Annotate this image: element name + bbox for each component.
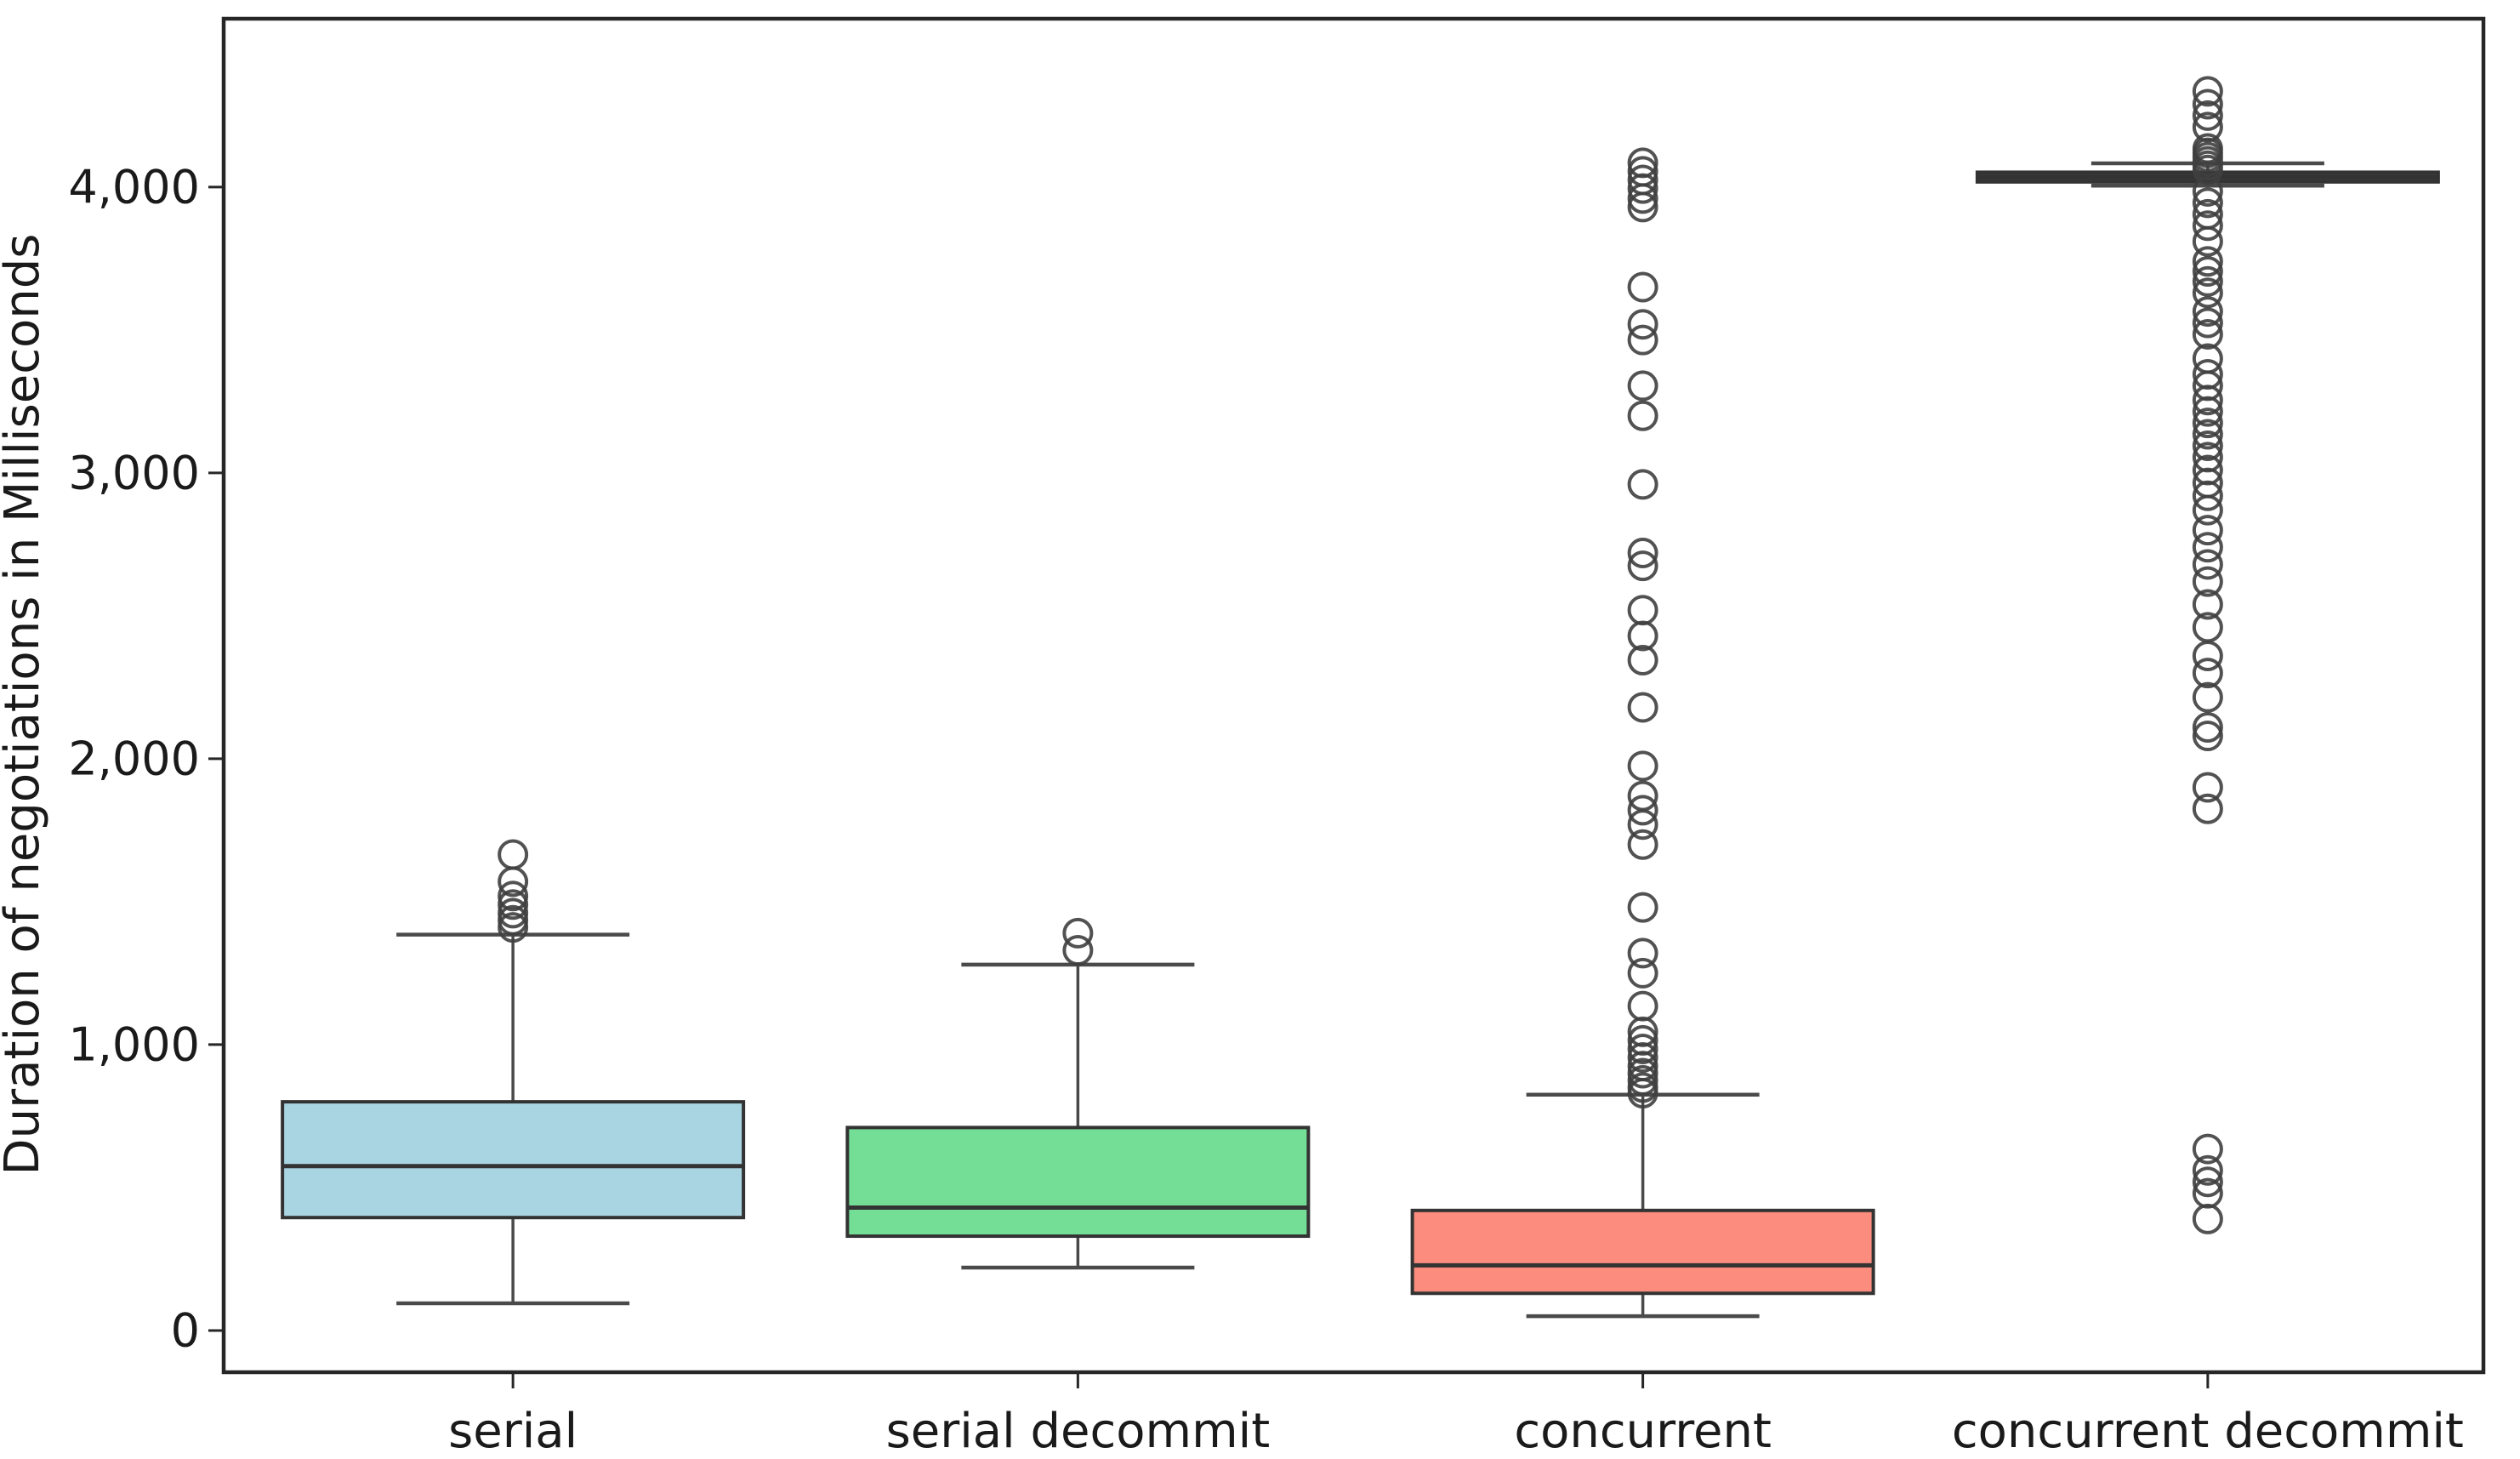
outlier-point — [1627, 1033, 1658, 1064]
outlier-point — [2192, 358, 2223, 390]
y-tick-label: 2,000 — [68, 732, 200, 785]
boxplot-serial-decommit — [845, 917, 1311, 1270]
outlier-point — [2192, 1203, 2223, 1234]
outlier-point — [1627, 1072, 1658, 1103]
y-tick-label: 4,000 — [68, 160, 200, 214]
outlier-point — [1062, 935, 1094, 966]
outlier-point — [2192, 442, 2223, 473]
outlier-point — [498, 839, 529, 870]
outlier-point — [498, 904, 529, 936]
outlier-point — [2192, 187, 2223, 219]
outlier-point — [2192, 589, 2223, 620]
outlier-point — [1627, 938, 1658, 969]
x-tick-label: serial decommit — [886, 1404, 1271, 1459]
outlier-point — [1627, 324, 1658, 356]
outlier-point — [2192, 640, 2223, 671]
outlier-point — [1627, 1064, 1658, 1096]
outlier-point — [2192, 1177, 2223, 1209]
outlier-point — [2192, 515, 2223, 546]
outlier-point — [2192, 76, 2223, 107]
outlier-point — [498, 912, 529, 943]
outlier-point — [2192, 296, 2223, 328]
outlier-point — [2192, 532, 2223, 563]
x-tick-label: concurrent — [1514, 1404, 1772, 1459]
outlier-point — [2192, 265, 2223, 297]
outlier-point — [1627, 550, 1658, 582]
outlier-point — [2192, 1166, 2223, 1198]
outlier-point — [2192, 343, 2223, 374]
outlier-point — [2192, 133, 2223, 164]
outlier-point — [1627, 400, 1658, 431]
outlier-point — [2192, 721, 2223, 752]
x-tick-label: serial — [448, 1404, 577, 1459]
outlier-point — [1627, 1057, 1658, 1089]
outlier-point — [2192, 407, 2223, 439]
outlier-point — [1627, 892, 1658, 923]
y-tick-label: 0 — [171, 1303, 200, 1357]
outlier-point — [2192, 1154, 2223, 1186]
outlier-point — [1627, 469, 1658, 500]
outlier-point — [2192, 711, 2223, 743]
boxplot-concurrent-decommit — [1975, 76, 2440, 1234]
outlier-point — [1627, 795, 1658, 826]
outlier-point — [498, 881, 529, 912]
outlier-point — [2192, 246, 2223, 277]
outlier-point — [2192, 549, 2223, 580]
outlier-point — [1627, 692, 1658, 723]
iqr-box — [845, 1126, 1311, 1239]
outlier-point — [1627, 829, 1658, 860]
outlier-point — [1627, 645, 1658, 676]
outlier-point — [1627, 156, 1658, 187]
outlier-point — [2192, 210, 2223, 242]
outlier-point — [2192, 111, 2223, 143]
iqr-box — [281, 1100, 746, 1220]
outlier-point — [1627, 309, 1658, 340]
outlier-point — [2192, 772, 2223, 803]
plot-frame — [221, 16, 2486, 1375]
outlier-point — [2192, 681, 2223, 713]
iqr-box — [1410, 1208, 1875, 1296]
outlier-point — [2192, 277, 2223, 309]
y-tick-label: 1,000 — [68, 1017, 200, 1071]
outlier-point — [498, 898, 529, 929]
outlier-point — [2192, 793, 2223, 824]
outlier-point — [1627, 780, 1658, 812]
x-tick-label: concurrent decommit — [1952, 1404, 2464, 1459]
outlier-point — [1627, 957, 1658, 989]
outlier-point — [2192, 430, 2223, 461]
outlier-point — [2192, 256, 2223, 288]
outlier-point — [2192, 566, 2223, 597]
outlier-point — [2192, 1133, 2223, 1165]
outlier-point — [498, 889, 529, 920]
y-tick-label: 3,000 — [68, 446, 200, 499]
outlier-point — [2192, 454, 2223, 486]
outlier-point — [1062, 917, 1094, 949]
outlier-point — [2192, 88, 2223, 120]
outlier-point — [2192, 318, 2223, 350]
outlier-point — [2192, 419, 2223, 450]
y-axis-title: Duration of negotiations in Milliseconds — [0, 234, 50, 1176]
outlier-point — [1627, 370, 1658, 402]
outlier-point — [2192, 225, 2223, 257]
outlier-point — [1627, 164, 1658, 196]
outlier-point — [2192, 100, 2223, 131]
outlier-point — [1627, 1024, 1658, 1056]
boxplot-serial — [281, 839, 746, 1306]
boxplot-concurrent — [1410, 147, 1875, 1319]
outlier-point — [2192, 307, 2223, 339]
outlier-point — [2192, 198, 2223, 230]
outlier-point — [1627, 147, 1658, 179]
outlier-point — [1627, 990, 1658, 1022]
outlier-point — [1627, 595, 1658, 626]
outlier-point — [2192, 612, 2223, 643]
outlier-point — [1627, 271, 1658, 303]
outlier-point — [2192, 658, 2223, 689]
outlier-point — [1627, 750, 1658, 782]
outlier-point — [1627, 537, 1658, 568]
